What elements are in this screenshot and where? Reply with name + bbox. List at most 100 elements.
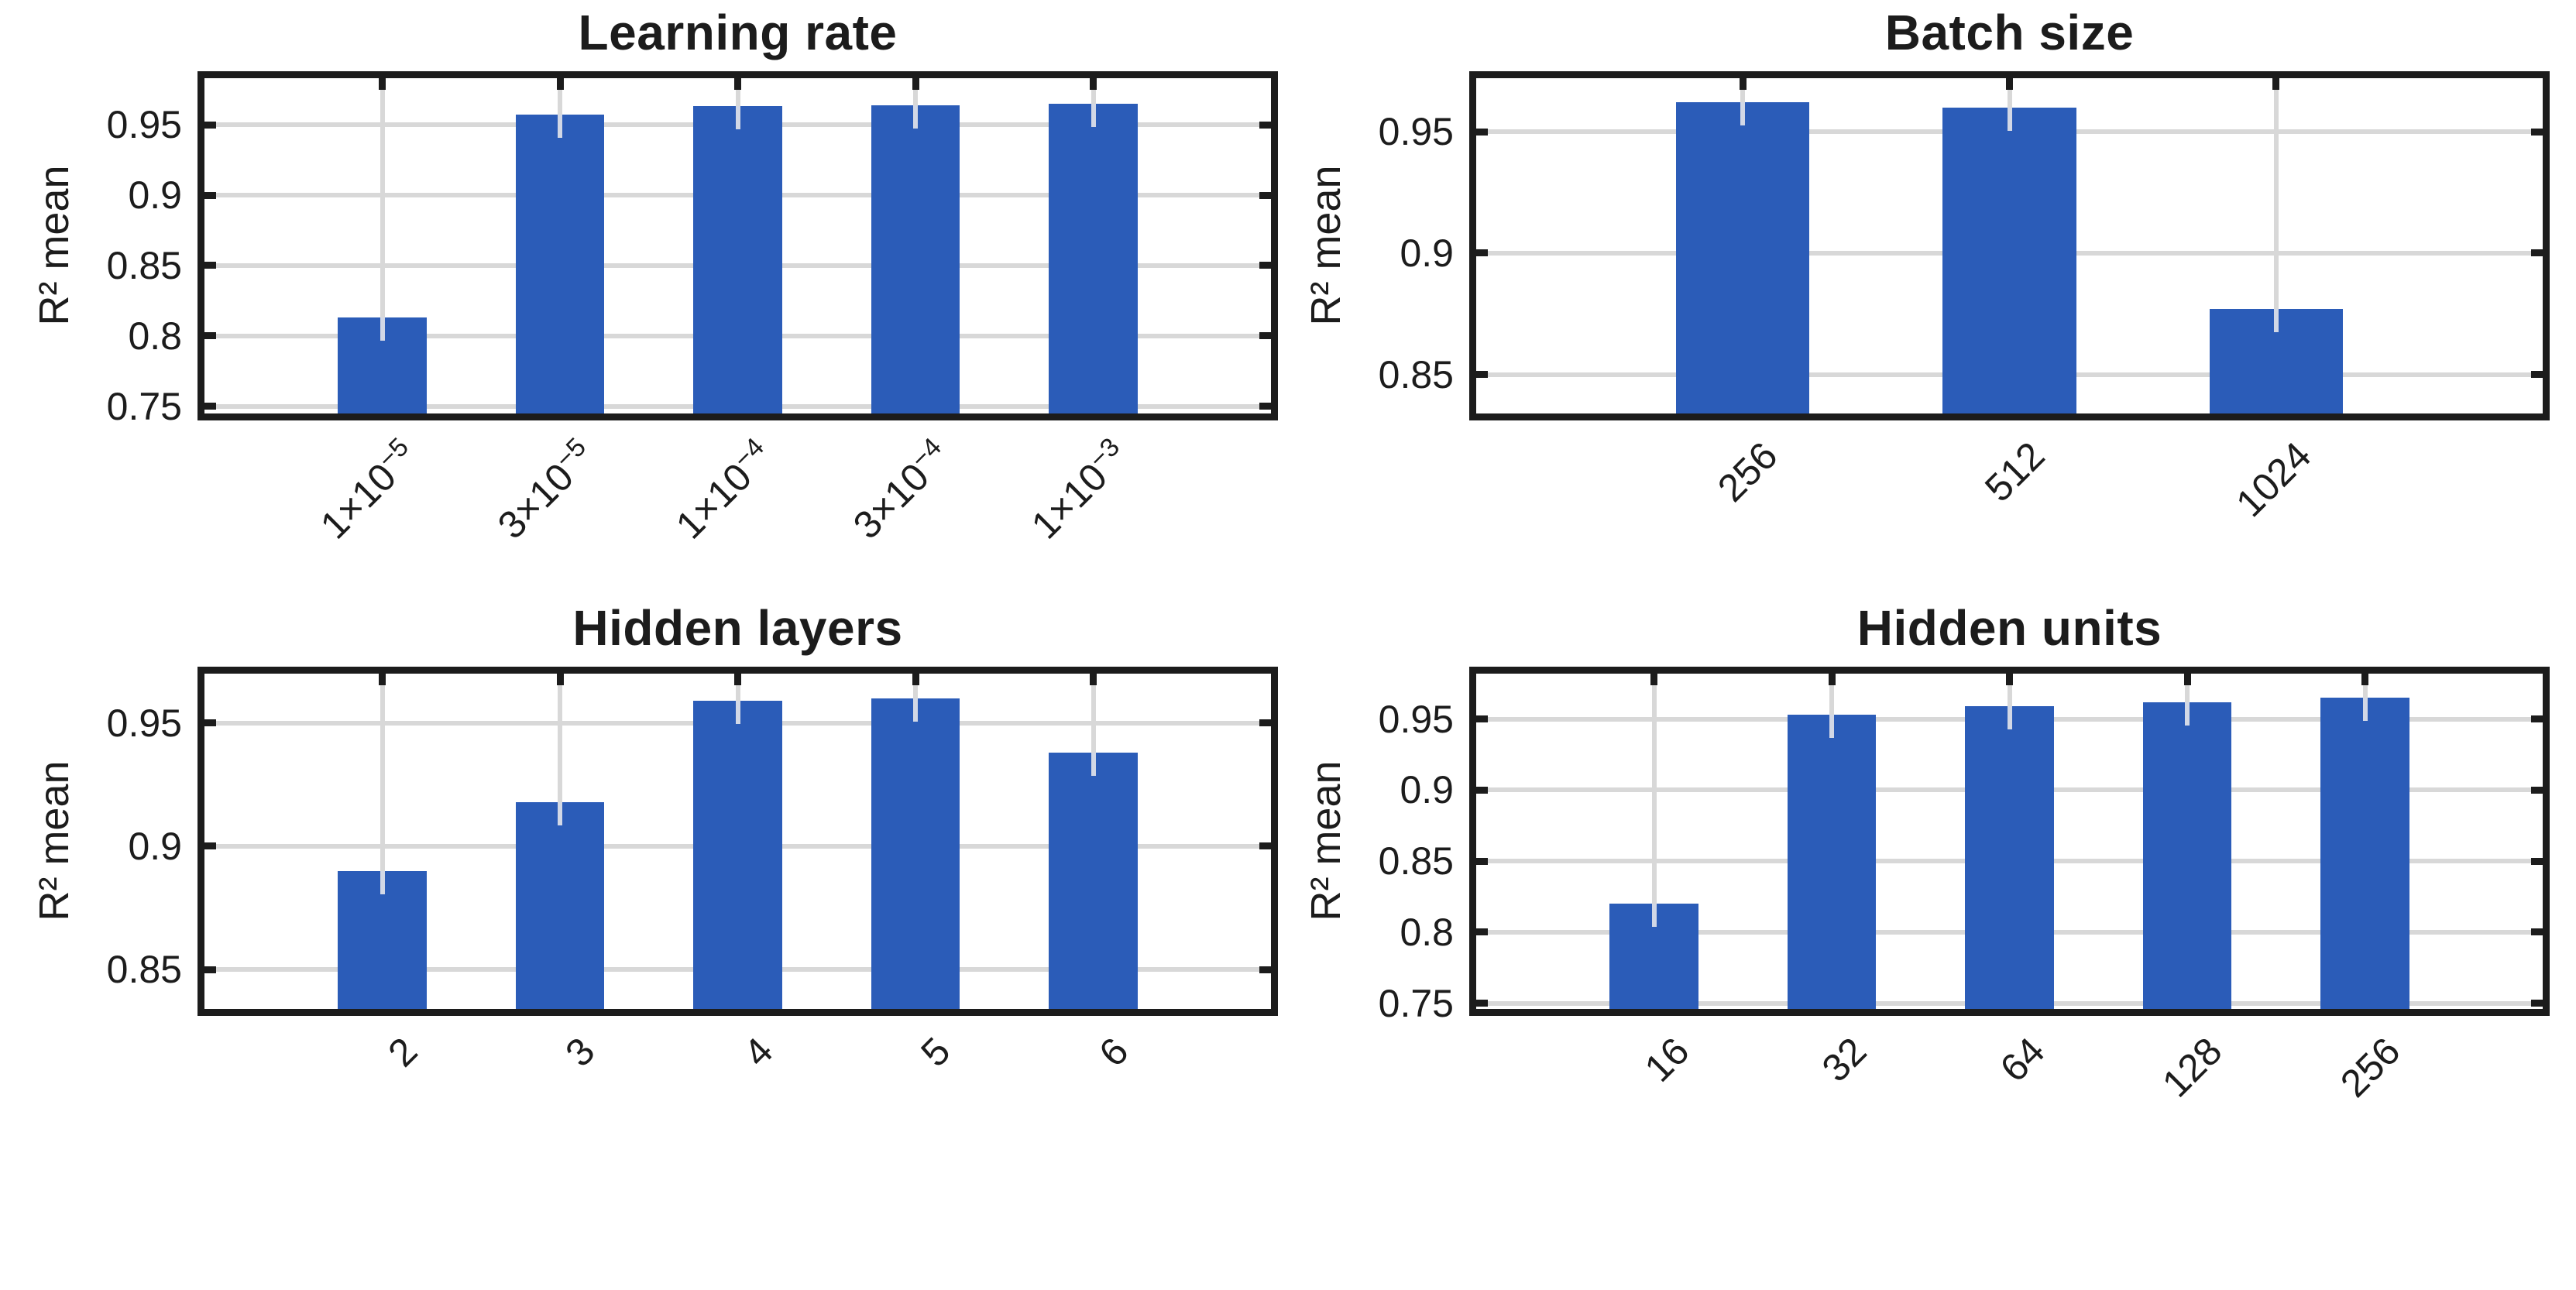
bar: [1965, 706, 2054, 1009]
vertical-gridline: [380, 674, 385, 1009]
y-tick-label: 0.85: [106, 948, 182, 992]
y-tick-mark-left: [1476, 786, 1488, 794]
vertical-gridline: [1651, 674, 1657, 1009]
y-tick-label: 0.9: [128, 173, 182, 217]
plot-area: 0.75 0.8 0.85 0.9 0.95 1×10−5 3×10−5 1×10−4 3×10…: [107, 71, 1278, 547]
bar-top-tick-notch: [1829, 715, 1834, 739]
x-tick-label-exponent: −4: [727, 432, 770, 475]
bar: [2320, 698, 2409, 1009]
bar-top-tick-notch: [2007, 706, 2012, 730]
y-tick-mark-left: [204, 191, 216, 199]
y-tick-mark-left: [1476, 857, 1488, 865]
bar: [515, 801, 605, 1009]
y-tick-mark-left: [204, 403, 216, 410]
x-tick-label-exponent: −3: [1083, 432, 1125, 475]
y-tick-mark-right: [1259, 403, 1271, 410]
y-tick-mark-left: [204, 332, 216, 340]
chart-batch-size: Batch size R² mean 0.85 0.9 0.95 256 512 1024: [1272, 0, 2560, 566]
bar-top-tick-notch: [558, 801, 562, 825]
y-tick-label: 0.9: [128, 824, 182, 868]
x-tick-mark-top: [379, 78, 386, 90]
bar: [693, 701, 782, 1009]
x-tick-label-exponent: −4: [905, 432, 947, 475]
bar-top-tick-notch: [380, 317, 385, 341]
y-tick-label: 0.9: [1400, 768, 1454, 812]
bar: [693, 106, 782, 413]
bar-top-tick-notch: [913, 105, 918, 129]
x-tick-mark-top: [1090, 78, 1097, 90]
bar: [1049, 103, 1138, 413]
bar-top-tick-notch: [380, 870, 385, 894]
x-tick-mark-top: [556, 78, 564, 90]
y-tick-mark-right: [1259, 719, 1271, 727]
bar-top-tick-notch: [735, 701, 740, 725]
y-tick-label: 0.75: [1378, 981, 1454, 1025]
chart-title: Batch size: [1884, 5, 2135, 60]
bar-top-tick-notch: [1091, 752, 1096, 776]
y-tick-label: 0.9: [1400, 231, 1454, 275]
bar: [515, 115, 605, 413]
y-tick-mark-left: [1476, 128, 1488, 136]
y-tick-mark-right: [2531, 1000, 2543, 1007]
x-tick-mark-top: [2006, 674, 2013, 685]
x-tick-mark-top: [912, 78, 919, 90]
vertical-gridline: [2273, 78, 2279, 413]
bar: [1787, 715, 1877, 1009]
y-tick-mark-right: [1259, 121, 1271, 129]
bar-top-tick-notch: [2362, 698, 2368, 722]
y-tick-mark-left: [204, 842, 216, 850]
plot-area: 0.85 0.9 0.95 256 512 1024: [1379, 71, 2550, 525]
y-tick-label: 0.85: [106, 243, 182, 287]
y-tick-mark-left: [1476, 249, 1488, 257]
x-tick-mark-top: [1650, 674, 1657, 685]
x-tick-mark-top: [2183, 674, 2191, 685]
bar: [1049, 752, 1138, 1009]
x-tick-mark-top: [2361, 674, 2368, 685]
y-tick-label: 0.85: [1378, 839, 1454, 883]
y-tick-mark-right: [1259, 332, 1271, 340]
bar-top-tick-notch: [2185, 702, 2190, 726]
y-tick-label: 0.95: [106, 701, 182, 745]
bar-top-tick-notch: [1091, 103, 1096, 127]
y-tick-mark-right: [2531, 928, 2543, 936]
x-tick-mark-top: [734, 78, 741, 90]
y-tick-mark-right: [1259, 842, 1271, 850]
y-tick-mark-left: [1476, 371, 1488, 379]
x-tick-mark-top: [2272, 78, 2280, 90]
vertical-gridline: [380, 78, 385, 413]
x-tick-mark-top: [912, 674, 919, 685]
x-tick-mark-top: [1828, 674, 1836, 685]
y-tick-mark-right: [2531, 857, 2543, 865]
bar-top-tick-notch: [1651, 904, 1657, 928]
chart-hidden-units: Hidden units R² mean 0.75 0.8 0.85 0.9 0.95 1…: [1272, 595, 2560, 1161]
x-tick-mark-top: [379, 674, 386, 685]
y-tick-mark-right: [2531, 371, 2543, 379]
x-tick-mark-top: [2006, 78, 2013, 90]
bar-top-tick-notch: [2007, 107, 2012, 131]
y-tick-label: 0.8: [1400, 910, 1454, 954]
chart-learning-rate: Learning rate R² mean 0.75 0.8 0.85 0.9 0.95…: [0, 0, 1288, 566]
y-tick-mark-right: [1259, 966, 1271, 973]
y-tick-mark-right: [2531, 715, 2543, 723]
y-tick-mark-left: [204, 966, 216, 973]
y-tick-mark-left: [1476, 715, 1488, 723]
x-tick-label-exponent: −5: [549, 432, 592, 475]
chart-title: Learning rate: [578, 5, 898, 60]
y-tick-mark-right: [1259, 262, 1271, 269]
plot-area: 0.75 0.8 0.85 0.9 0.95 16 32 64 128 256: [1379, 667, 2550, 1106]
chart-title: Hidden layers: [572, 600, 903, 656]
bar: [1942, 107, 2076, 413]
y-tick-mark-left: [1476, 928, 1488, 936]
y-tick-label: 0.95: [106, 103, 182, 147]
x-tick-mark-top: [1739, 78, 1747, 90]
y-tick-mark-left: [1476, 1000, 1488, 1007]
bar-top-tick-notch: [735, 106, 740, 130]
bar-top-tick-notch: [558, 115, 562, 139]
bar-top-tick-notch: [913, 698, 918, 722]
y-tick-mark-left: [204, 121, 216, 129]
figure-canvas: Learning rate R² mean 0.75 0.8 0.85 0.9 0.95…: [0, 0, 2560, 1106]
x-tick-label-exponent: −5: [372, 432, 414, 475]
y-tick-label: 0.75: [106, 384, 182, 428]
y-tick-mark-right: [2531, 249, 2543, 257]
y-tick-label: 0.8: [128, 314, 182, 358]
